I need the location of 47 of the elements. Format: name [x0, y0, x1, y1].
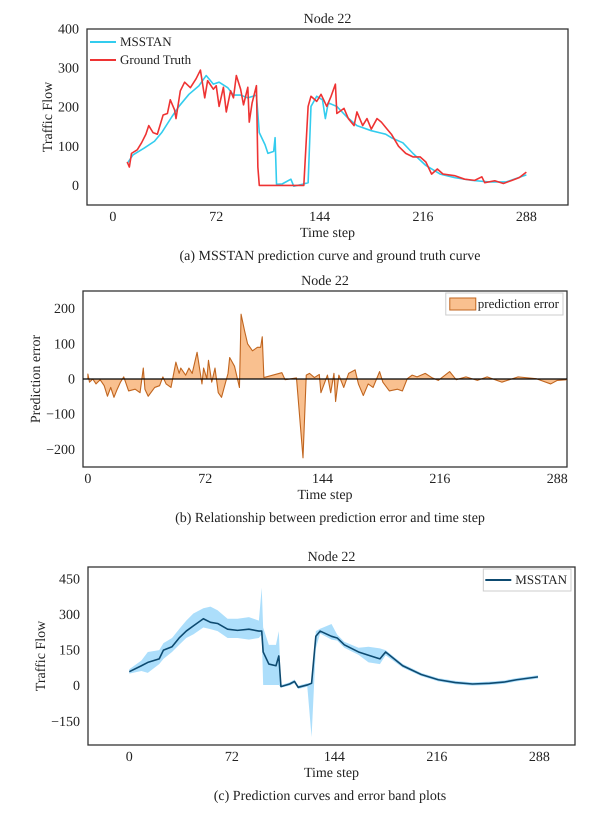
- y-tick-label: 0: [73, 679, 80, 694]
- x-tick-label: 0: [126, 750, 133, 765]
- legend-label: MSSTAN: [120, 34, 172, 49]
- x-tick-label: 72: [209, 210, 224, 225]
- y-tick-label: 300: [59, 608, 80, 623]
- x-tick-label: 0: [84, 472, 92, 487]
- x-tick-label: 0: [109, 210, 116, 225]
- y-tick-label: 100: [54, 337, 75, 352]
- y-tick-label: 200: [54, 302, 75, 318]
- y-tick-label: −200: [46, 442, 75, 458]
- x-tick-label: 144: [324, 750, 345, 765]
- legend-label: prediction error: [478, 296, 560, 311]
- x-axis-title: Time step: [300, 226, 356, 241]
- text: (c) Prediction curves and error band plots: [214, 789, 446, 804]
- y-tick-label: 200: [58, 100, 79, 116]
- legend-label: MSSTAN: [515, 572, 568, 587]
- text: (a) MSSTAN prediction curve and ground truth curve: [180, 249, 480, 264]
- x-tick-label: 72: [224, 750, 239, 765]
- y-axis-title: Traffic Flow: [41, 80, 56, 152]
- y-tick-label: 400: [58, 22, 79, 38]
- x-tick-label: 288: [528, 750, 550, 765]
- y-tick-label: 100: [58, 140, 79, 155]
- x-tick-label: 144: [312, 472, 334, 487]
- y-tick-label: 150: [59, 644, 80, 659]
- x-axis-title: Time step: [304, 766, 360, 781]
- legend-label: Ground Truth: [120, 52, 192, 67]
- chart-title: Node 22: [308, 550, 356, 565]
- y-tick-label: 450: [59, 572, 80, 588]
- line-series: [128, 618, 539, 688]
- x-tick-label: 288: [516, 210, 537, 225]
- y-tick-label: −150: [51, 714, 80, 730]
- y-axis-title: Traffic Flow: [34, 620, 50, 692]
- chart-title: Node 22: [304, 12, 352, 27]
- x-tick-label: 288: [546, 472, 568, 487]
- x-tick-label: 72: [198, 472, 212, 487]
- y-tick-label: −100: [46, 408, 75, 423]
- y-tick-label: 0: [72, 178, 79, 194]
- x-tick-label: 216: [426, 750, 448, 765]
- y-tick-label: 300: [58, 62, 79, 77]
- chart-title: Node 22: [301, 274, 349, 289]
- y-axis-title: Prediction error: [29, 334, 44, 424]
- x-axis-title: Time step: [297, 488, 353, 503]
- y-tick-label: 0: [68, 372, 75, 388]
- text: (b) Relationship between prediction error and time step: [175, 511, 485, 526]
- x-tick-label: 216: [429, 472, 450, 487]
- x-tick-label: 144: [309, 210, 330, 225]
- x-tick-label: 216: [412, 210, 434, 225]
